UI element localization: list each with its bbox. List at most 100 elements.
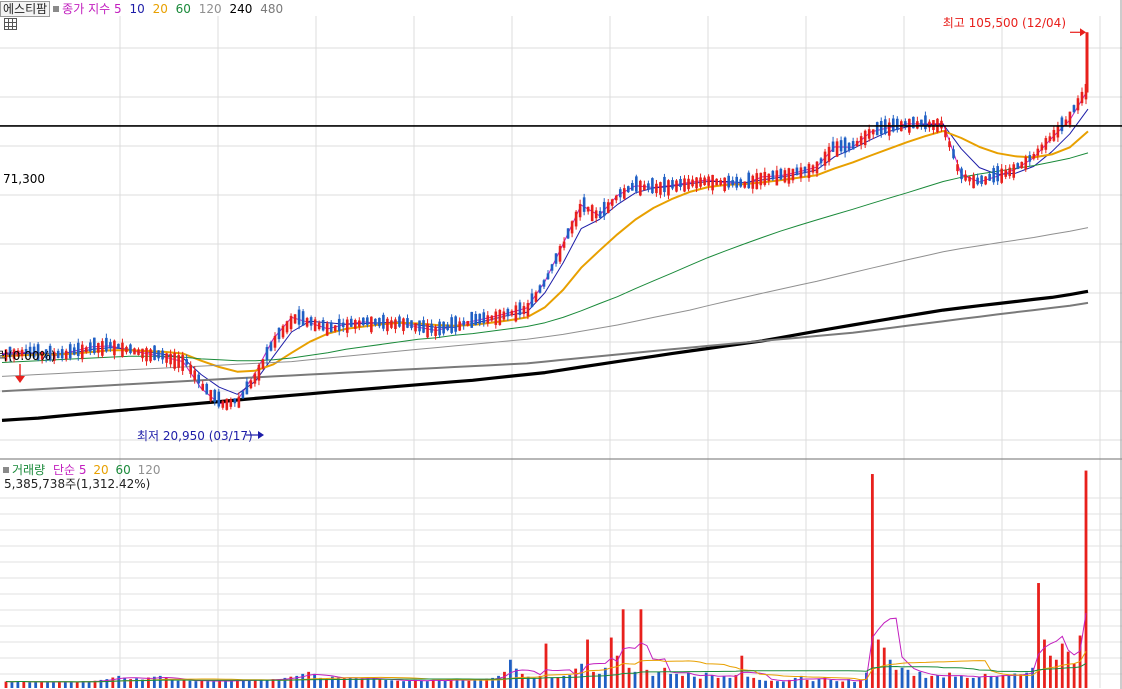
- volume-bar: [194, 681, 198, 688]
- volume-bar: [224, 681, 227, 688]
- volume-bar: [218, 680, 222, 688]
- candle-body: [16, 350, 20, 356]
- volume-bar: [485, 678, 489, 688]
- indicator-label: 종가 지수: [62, 2, 111, 16]
- volume-bar: [508, 659, 512, 688]
- candle-body: [956, 164, 959, 172]
- volume-ma-60: [5, 662, 1087, 683]
- candle-body: [1012, 164, 1016, 178]
- candle-body: [121, 342, 124, 357]
- volume-bar: [609, 637, 613, 688]
- volume-bar: [164, 677, 168, 688]
- candle-body: [586, 206, 590, 212]
- candle-body: [980, 175, 983, 184]
- volume-bar: [734, 675, 738, 688]
- candle-body: [217, 391, 221, 407]
- volume-bar: [384, 679, 388, 688]
- candle-body: [859, 136, 863, 145]
- candle-body: [526, 303, 530, 317]
- candle-body: [695, 177, 698, 189]
- vol-ma-period-120: 120: [137, 463, 161, 477]
- volume-bar: [93, 680, 97, 688]
- volume-bar: [182, 679, 186, 688]
- volume-bar: [123, 677, 127, 688]
- candle-body: [847, 142, 851, 150]
- candle-body: [454, 316, 457, 332]
- candle-body: [490, 315, 494, 321]
- candle-body: [382, 314, 385, 329]
- candle-body: [1004, 169, 1008, 177]
- candle-body: [538, 285, 542, 293]
- volume-bar: [835, 681, 839, 688]
- volume-bar: [46, 681, 49, 688]
- volume-bar: [669, 673, 673, 688]
- candle-body: [1048, 136, 1052, 142]
- candle-body: [707, 176, 710, 186]
- candle-body: [759, 172, 763, 186]
- candle-body: [534, 292, 538, 302]
- candle-body: [181, 354, 184, 371]
- candle-body: [109, 342, 112, 349]
- candle-body: [976, 177, 979, 185]
- candle-body: [779, 168, 783, 180]
- candle-body: [44, 349, 48, 358]
- candle-body: [249, 380, 253, 389]
- volume-bar: [366, 678, 370, 688]
- volume-bar: [657, 671, 661, 688]
- volume-bar: [752, 677, 756, 688]
- volume-bar: [687, 672, 690, 688]
- current-volume: 5,385,738주(1,312.42%): [4, 477, 151, 491]
- candle-body: [8, 346, 12, 358]
- stock-name[interactable]: 에스티팜: [0, 1, 51, 17]
- volume-bar: [206, 681, 210, 688]
- volume-bar: [319, 677, 322, 688]
- candle-body: [450, 317, 453, 333]
- candle-body: [177, 355, 180, 368]
- volume-bar: [461, 680, 465, 688]
- candle-body: [570, 221, 574, 234]
- candle-body: [301, 311, 305, 326]
- volume-bar: [781, 681, 785, 688]
- candle-body: [40, 351, 44, 360]
- candle-body: [691, 179, 694, 187]
- candle-body: [663, 176, 666, 193]
- volume-bar: [425, 681, 429, 688]
- candle-body: [944, 129, 947, 138]
- volume-bar: [10, 681, 14, 688]
- volume-bar: [467, 680, 471, 688]
- candle-body: [185, 359, 188, 365]
- candle-body: [1032, 154, 1036, 159]
- candle-body: [370, 316, 373, 333]
- volume-bar: [117, 675, 121, 688]
- volume-bar: [983, 673, 987, 688]
- candle-body: [189, 364, 192, 374]
- candle-body: [410, 320, 413, 329]
- volume-ma-label: 단순: [52, 463, 76, 477]
- volume-bar: [129, 679, 133, 688]
- volume-bar: [550, 677, 554, 688]
- candle-body: [426, 323, 429, 338]
- volume-bar: [740, 655, 744, 688]
- volume-bars: [4, 470, 1088, 688]
- candle-body: [932, 120, 935, 131]
- volume-bar: [580, 663, 584, 688]
- volume-bar: [348, 677, 352, 688]
- ma-period-240: 240: [229, 2, 253, 16]
- volume-bar: [592, 671, 595, 688]
- candle-body: [811, 165, 815, 173]
- volume-label: 거래량: [12, 463, 46, 477]
- volume-bar: [236, 679, 239, 688]
- volume-bar: [253, 679, 257, 688]
- candle-body: [125, 346, 128, 353]
- candle-body: [60, 349, 64, 359]
- candle-body: [390, 320, 393, 328]
- volume-bar: [22, 681, 26, 688]
- candle-body: [783, 170, 787, 183]
- volume-bar: [402, 681, 405, 688]
- table-grid-icon[interactable]: [4, 18, 17, 30]
- candle-body: [265, 347, 269, 360]
- volume-bar: [200, 680, 204, 688]
- volume-bar: [1048, 655, 1052, 688]
- volume-bar: [342, 678, 346, 688]
